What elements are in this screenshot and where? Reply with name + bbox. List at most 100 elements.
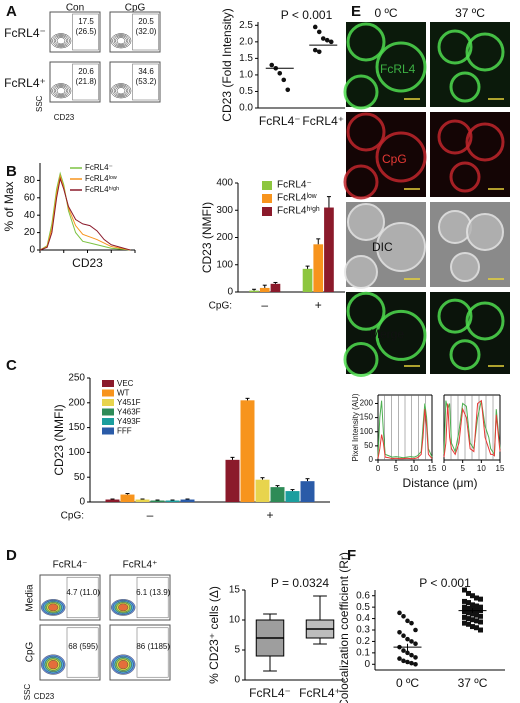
bar xyxy=(300,481,315,502)
legend-label: Y451F xyxy=(117,398,141,407)
row-label: Media xyxy=(25,584,36,612)
y-tick-label: 400 xyxy=(216,178,233,189)
legend-swatch xyxy=(102,380,114,387)
y-tick-label: 50 xyxy=(74,472,86,483)
point xyxy=(462,620,467,626)
panel-label: B xyxy=(6,163,17,180)
y-tick-label: 50 xyxy=(364,441,373,450)
bar xyxy=(165,500,180,502)
point xyxy=(405,659,410,665)
point xyxy=(413,655,418,660)
cell xyxy=(450,252,480,282)
y-tick-label: 5 xyxy=(234,645,240,656)
gate-value: (53.2) xyxy=(136,77,157,86)
legend-label: Y493F xyxy=(117,417,141,426)
bar xyxy=(285,491,300,502)
panel-label: C xyxy=(6,357,17,374)
legend-label: FcRL4⁻ xyxy=(277,180,312,191)
point xyxy=(466,621,471,627)
flow-plot xyxy=(109,61,161,103)
contour xyxy=(112,34,130,48)
point xyxy=(470,617,475,623)
legend-swatch xyxy=(102,427,114,435)
gate xyxy=(132,13,159,51)
contour xyxy=(116,37,126,45)
point xyxy=(478,596,483,602)
cell xyxy=(343,164,379,200)
y-tick-label: 10 xyxy=(229,615,241,626)
micrograph xyxy=(346,112,426,197)
series-line xyxy=(443,400,501,456)
gate-value: 17.5 xyxy=(78,17,94,26)
micrograph xyxy=(346,292,426,374)
y-axis-label: Pixel Intensity (AU) xyxy=(351,393,360,461)
bar xyxy=(270,487,285,502)
axis-label: SSC xyxy=(23,684,32,701)
legend-swatch xyxy=(102,418,114,425)
legend-swatch xyxy=(102,399,114,406)
contour xyxy=(115,86,127,96)
flow-plot xyxy=(49,11,101,53)
row-label: FcRL4⁺ xyxy=(4,76,46,90)
row-label: FcRL4 xyxy=(380,62,416,76)
point xyxy=(478,627,483,633)
legend-label: FcRL4ˡᵒʷ xyxy=(277,193,317,204)
y-tick-label: 0 xyxy=(29,245,35,256)
legend-label: FcRL4⁻ xyxy=(85,163,113,172)
y-tick-label: 150 xyxy=(68,422,85,433)
panel-label: A xyxy=(6,3,17,20)
cell xyxy=(449,71,481,103)
point xyxy=(401,633,406,639)
legend-label: FcRL4ˡᵒʷ xyxy=(85,174,117,183)
gate-value: 86 (1185) xyxy=(136,642,170,651)
point xyxy=(405,636,410,642)
point xyxy=(405,650,410,656)
bar xyxy=(324,207,334,292)
y-tick-label: 0.5 xyxy=(239,86,253,97)
gate-value: 6.1 (13.9) xyxy=(136,588,171,597)
gate xyxy=(72,13,99,51)
column-label: 0 ºC xyxy=(374,6,397,20)
micrographs xyxy=(343,22,510,378)
y-tick-label: 200 xyxy=(68,397,85,408)
x-tick-label: FcRL4⁺ xyxy=(299,686,341,700)
x-tick-label: FcRL4⁺ xyxy=(302,114,344,128)
y-axis-label: % of Max xyxy=(2,181,16,231)
point xyxy=(413,641,418,647)
point xyxy=(466,605,471,611)
gate-value: 20.5 xyxy=(138,17,154,26)
y-axis-label: CD23 (Fold Intensity) xyxy=(220,8,234,121)
contour xyxy=(110,83,132,99)
cell xyxy=(449,161,481,193)
contour xyxy=(52,84,70,98)
point xyxy=(478,619,483,625)
contour xyxy=(53,35,69,47)
bar xyxy=(302,268,313,292)
y-tick-label: 2.0 xyxy=(239,36,253,47)
gate xyxy=(66,576,99,619)
y-tick-label: 0.4 xyxy=(356,613,370,624)
x-tick-label: + xyxy=(315,298,322,312)
column-label: FcRL4⁺ xyxy=(123,560,158,571)
y-axis-label: CD23 (NMFI) xyxy=(52,404,66,475)
point xyxy=(409,660,414,666)
x-axis-label: Distance (μm) xyxy=(403,476,478,490)
bar xyxy=(240,400,255,502)
contour xyxy=(115,36,127,46)
series-line xyxy=(39,174,131,251)
y-tick-label: 1.5 xyxy=(239,53,253,64)
y-tick-label: 2.5 xyxy=(239,20,253,31)
contour xyxy=(110,33,132,49)
point xyxy=(281,77,287,83)
point xyxy=(277,70,283,76)
x-tick-label: 10 xyxy=(477,464,486,473)
contour xyxy=(112,84,130,98)
y-axis-label: CD23 (NMFI) xyxy=(200,202,214,273)
y-tick-label: 0.6 xyxy=(356,590,370,601)
cell xyxy=(375,131,427,183)
y-tick-label: 0.1 xyxy=(356,647,370,658)
bar xyxy=(135,499,150,502)
gate-value: 4.7 (11.0) xyxy=(66,588,100,597)
row-label: FcRL4⁻ xyxy=(4,26,46,40)
gate xyxy=(136,627,169,678)
